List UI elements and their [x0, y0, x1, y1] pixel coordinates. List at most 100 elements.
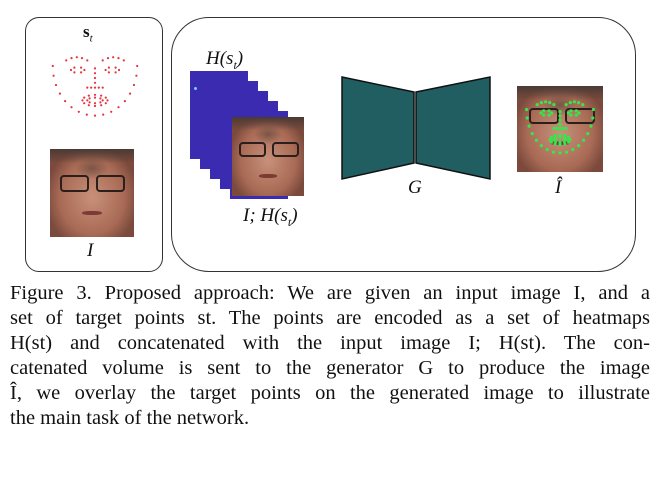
landmark-point	[80, 66, 83, 69]
landmark-point	[553, 142, 557, 146]
landmark-point	[564, 150, 569, 154]
landmark-point	[564, 126, 568, 130]
landmark-point	[527, 124, 531, 128]
landmark-point	[551, 150, 556, 154]
landmark-point	[558, 110, 562, 114]
landmark-point	[93, 93, 97, 96]
landmark-point	[123, 100, 126, 103]
landmark-point	[129, 92, 132, 95]
landmark-point	[563, 133, 567, 137]
landmark-point	[93, 96, 97, 99]
landmark-point	[572, 100, 576, 104]
landmark-point	[554, 136, 558, 140]
landmark-point	[539, 111, 543, 115]
landmark-point	[535, 103, 539, 107]
landmark-point	[58, 92, 61, 95]
landmark-point	[568, 138, 572, 142]
landmark-point	[548, 138, 552, 142]
landmark-point	[100, 104, 103, 107]
landmark-point	[104, 68, 107, 72]
landmark-point	[80, 71, 83, 74]
landmark-point	[101, 99, 104, 102]
landmark-point	[525, 107, 529, 112]
landmark-point	[93, 114, 97, 117]
landmark-point	[571, 148, 575, 152]
landmark-point	[86, 59, 89, 62]
landmark-point	[591, 107, 595, 112]
landmark-point	[589, 124, 593, 128]
landmark-point	[93, 76, 97, 80]
landmark-point	[568, 101, 572, 105]
landmark-point	[558, 133, 562, 137]
landmark-point	[81, 99, 84, 102]
landmark-point	[87, 94, 90, 97]
landmark-point	[552, 126, 556, 130]
landmark-point	[542, 113, 546, 117]
concat-label: I; H(st)	[243, 205, 298, 229]
landmark-point	[97, 86, 100, 89]
landmark-point	[135, 74, 138, 77]
landmark-point	[562, 136, 566, 140]
landmark-point	[64, 100, 67, 103]
heatmap-point	[194, 87, 197, 90]
landmark-point	[545, 148, 549, 152]
landmark-point	[70, 106, 73, 109]
landmark-point	[574, 109, 578, 113]
landmark-point	[582, 138, 586, 142]
landmark-point	[544, 100, 548, 104]
landmark-point	[567, 140, 571, 144]
landmark-point	[117, 57, 120, 60]
landmark-point	[101, 86, 104, 89]
landmark-point	[101, 59, 104, 62]
output-face-image	[517, 86, 603, 172]
caption-line: the main task of the network.	[10, 407, 250, 429]
input-face-image	[50, 149, 134, 237]
landmark-point	[51, 64, 54, 68]
landmark-point	[77, 110, 80, 113]
generator-network	[341, 76, 491, 180]
caption-line: set of target points st. The points are …	[10, 307, 650, 329]
landmark-point	[88, 97, 91, 100]
landmark-point	[558, 151, 562, 155]
landmark-point	[566, 111, 570, 115]
landmark-point	[83, 96, 86, 99]
landmark-point	[70, 57, 73, 60]
landmark-point	[530, 132, 534, 136]
landmark-point	[85, 113, 88, 116]
landmark-point	[525, 116, 529, 120]
landmark-point	[93, 104, 97, 108]
landmark-point	[69, 68, 73, 72]
input-image-label: I	[87, 240, 94, 261]
landmark-point	[88, 101, 91, 104]
landmark-point	[114, 66, 117, 69]
landmark-point	[581, 103, 585, 107]
landmark-point	[569, 109, 573, 113]
landmark-point	[54, 83, 58, 87]
landmark-point	[534, 138, 538, 142]
landmark-point	[117, 68, 121, 72]
caption-line: H(st) and concatenated with the input im…	[10, 332, 650, 354]
landmark-point	[122, 59, 125, 62]
landmark-point	[87, 104, 90, 107]
landmark-point	[555, 126, 559, 130]
landmark-point	[104, 96, 107, 99]
landmark-point	[550, 111, 554, 115]
landmark-point	[112, 56, 115, 59]
landmark-point	[586, 132, 590, 136]
landmark-point	[107, 71, 110, 74]
landmark-point	[542, 109, 546, 113]
landmark-point	[132, 83, 136, 87]
generator-label: G	[408, 177, 422, 198]
landmark-point	[539, 144, 543, 148]
landmark-point	[577, 101, 581, 105]
landmark-point	[561, 126, 565, 130]
landmark-point	[99, 97, 102, 100]
landmark-point	[93, 86, 97, 89]
landmark-point	[562, 139, 566, 143]
landmark-point	[93, 102, 97, 105]
target-points-label: st	[83, 22, 93, 45]
landmark-point	[569, 113, 573, 117]
landmark-point	[549, 140, 553, 144]
landmark-point	[104, 102, 107, 105]
landmark-point	[65, 59, 68, 62]
